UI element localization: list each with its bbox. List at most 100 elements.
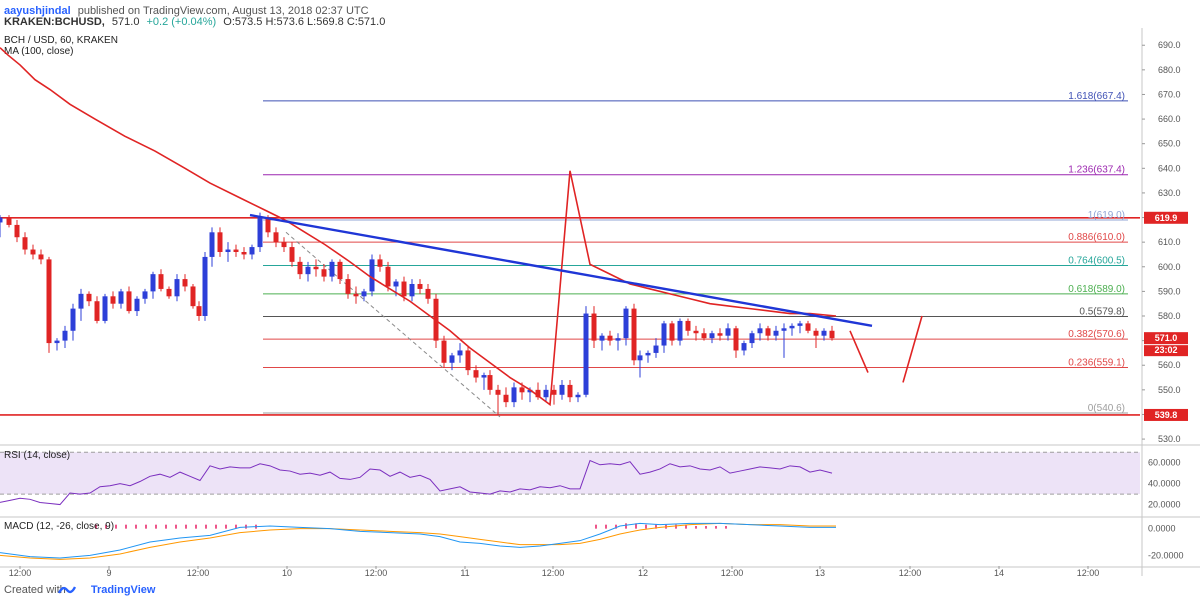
price-tick-label: 660.0 [1158, 114, 1181, 124]
candle-body [725, 328, 731, 336]
time-tick-label: 12:00 [899, 568, 922, 578]
bearish-trendline [249, 213, 873, 328]
candle-body [535, 389, 541, 398]
candle-body [583, 313, 589, 395]
fib-level-label: 0.886(610.0) [1068, 232, 1125, 243]
candle-body [653, 345, 659, 353]
candle-body [329, 261, 335, 277]
fib-level-label: 1(619.0) [1088, 210, 1125, 221]
candle-body [257, 217, 263, 248]
candle-body [575, 394, 581, 398]
fib-level-label: 0.5(579.8) [1079, 306, 1125, 317]
price-tick-label: 600.0 [1158, 262, 1181, 272]
candle-body [473, 370, 479, 378]
candle-body [0, 217, 3, 223]
candle-body [401, 281, 407, 297]
author-name[interactable]: aayushjindal [4, 5, 71, 17]
price-tick-label: 690.0 [1158, 40, 1181, 50]
candle-body [190, 286, 196, 307]
price-tick-label: 640.0 [1158, 163, 1181, 173]
candle-body [182, 279, 188, 287]
candle-body [417, 284, 423, 289]
candle-body [669, 323, 675, 341]
time-tick-label: 12:00 [187, 568, 210, 578]
rsi-tick-label: 40.0000 [1148, 479, 1181, 489]
candle-body [225, 249, 231, 252]
candle-body [249, 247, 255, 255]
candle-body [361, 291, 367, 297]
arrow-down-line [849, 330, 869, 373]
price-tick-label: 560.0 [1158, 360, 1181, 370]
candle-body [757, 328, 763, 334]
tradingview-logo-icon [58, 586, 76, 594]
price-tick-label: 590.0 [1158, 286, 1181, 296]
candle-body [567, 384, 573, 398]
candle-body [765, 328, 771, 336]
candle-body [677, 320, 683, 341]
arrow-up-line [902, 315, 923, 383]
candle-body [134, 298, 140, 312]
candle-body [102, 296, 108, 321]
macd-title: MACD (12, -26, close, 9) [4, 521, 114, 532]
candle-body [591, 313, 597, 341]
time-tick-label: 14 [994, 568, 1004, 578]
time-tick-label: 9 [106, 568, 111, 578]
candle-body [615, 338, 621, 341]
price-tick-label: 670.0 [1158, 89, 1181, 99]
time-tick-label: 12:00 [542, 568, 565, 578]
fib-level-label: 0.382(570.6) [1068, 329, 1125, 340]
support-price-badge: 539.8 [1155, 410, 1178, 420]
candle-body [481, 375, 487, 378]
time-tick-label: 12 [638, 568, 648, 578]
candle-body [559, 384, 565, 395]
fib-level-label: 1.236(637.4) [1068, 165, 1125, 176]
candle-body [441, 340, 447, 363]
candle-body [457, 350, 463, 356]
candle-body [46, 259, 52, 344]
time-tick-label: 10 [282, 568, 292, 578]
time-tick-label: 11 [460, 568, 469, 578]
candle-body [273, 232, 279, 243]
candle-body [503, 394, 509, 403]
candle-body [733, 328, 739, 351]
candle-body [6, 217, 12, 225]
legend-ma: MA (100, close) [4, 46, 74, 57]
last-price: 571.0 [111, 16, 140, 28]
candle-body [637, 355, 643, 361]
candle-body [821, 330, 827, 336]
tradingview-brand[interactable]: TradingView [90, 584, 156, 596]
time-tick-label: 13 [815, 568, 825, 578]
fib-level-label: 0.764(600.5) [1068, 256, 1125, 267]
candle-body [70, 308, 76, 331]
time-tick-label: 12:00 [365, 568, 388, 578]
candle-body [781, 328, 787, 331]
ohlc-values: O:573.5 H:573.6 L:569.8 C:571.0 [223, 16, 386, 28]
publish-info: published on TradingView.com, August 13,… [77, 5, 369, 17]
countdown-badge: 23:02 [1154, 345, 1177, 355]
candle-body [717, 333, 723, 336]
price-tick-label: 580.0 [1158, 311, 1181, 321]
candle-body [110, 296, 116, 304]
candle-body [409, 284, 415, 297]
rsi-line [0, 459, 833, 506]
fib-level-label: 0.618(589.0) [1068, 284, 1125, 295]
candle-body [54, 340, 60, 344]
candle-body [241, 252, 247, 255]
fib-level-label: 0.236(559.1) [1068, 357, 1125, 368]
candle-body [487, 375, 493, 390]
candle-body [142, 291, 148, 299]
candle-body [813, 330, 819, 336]
candle-body [217, 232, 223, 252]
price-tick-label: 650.0 [1158, 139, 1181, 149]
candle-body [449, 355, 455, 363]
time-tick-label: 12:00 [1077, 568, 1100, 578]
candle-body [166, 288, 172, 297]
current-price-badge-bg [1144, 332, 1188, 345]
candle-body [511, 387, 517, 403]
rsi-tick-label: 60.0000 [1148, 458, 1181, 468]
candle-body [607, 335, 613, 341]
candle-body [465, 350, 471, 371]
candle-body [321, 269, 327, 277]
candle-body [297, 261, 303, 275]
